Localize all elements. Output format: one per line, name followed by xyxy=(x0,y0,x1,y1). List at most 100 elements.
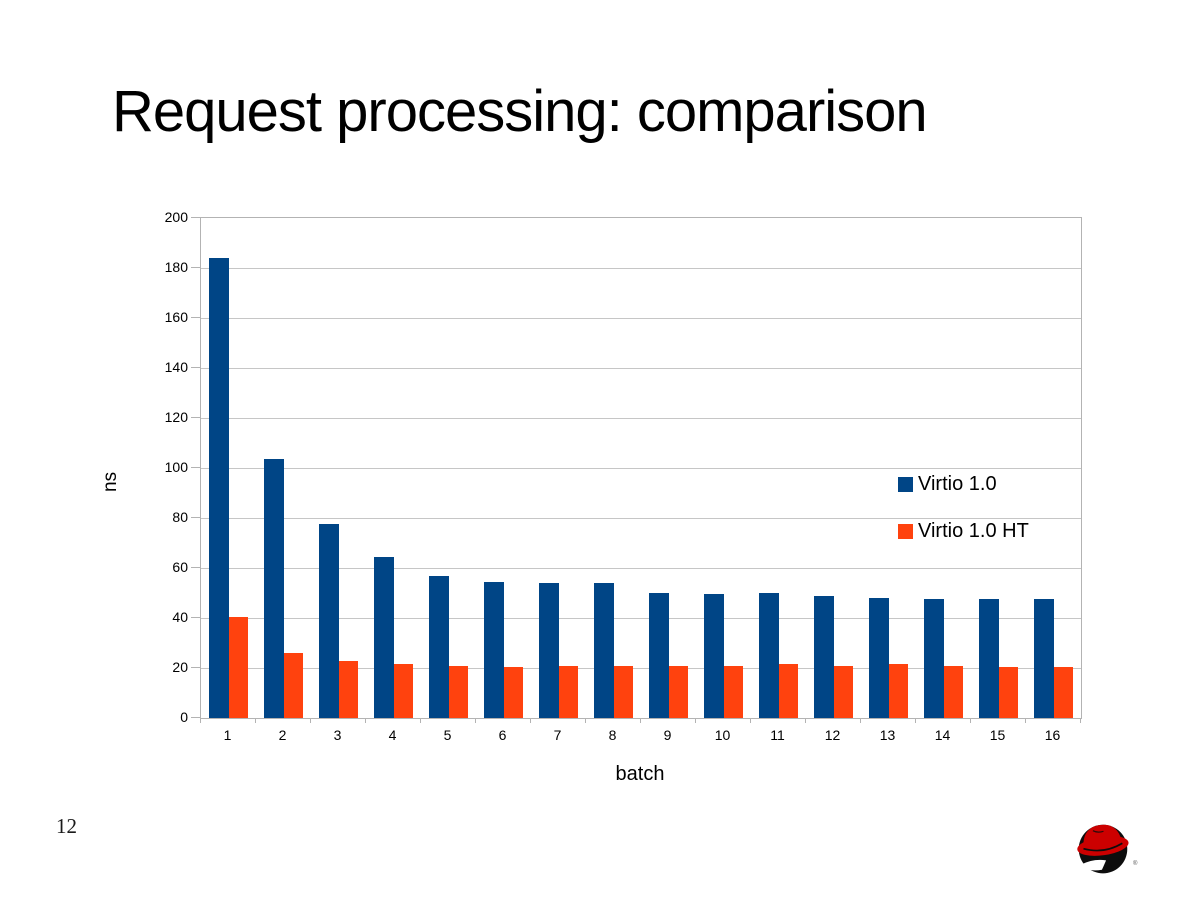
x-tick-label-9: 9 xyxy=(663,727,672,743)
bar-series2-batch-12 xyxy=(833,665,853,718)
x-tick-11 xyxy=(805,718,806,723)
x-tick-label-13: 13 xyxy=(879,727,896,743)
x-tick-label-3: 3 xyxy=(333,727,342,743)
x-tick-10 xyxy=(750,718,751,723)
x-axis-title: batch xyxy=(615,763,665,785)
legend-item-virtio10: Virtio 1.0 xyxy=(898,473,1029,495)
slide-title: Request processing: comparison xyxy=(112,79,928,144)
bar-series2-batch-4 xyxy=(393,664,413,718)
y-tick-80 xyxy=(191,517,200,518)
bar-series1-batch-16 xyxy=(1034,599,1054,718)
bar-series2-batch-7 xyxy=(558,665,578,718)
gridline-y-60 xyxy=(201,568,1081,569)
x-tick-14 xyxy=(970,718,971,723)
bar-series1-batch-10 xyxy=(704,594,724,718)
y-tick-label-200: 200 xyxy=(164,209,188,225)
gridline-y-180 xyxy=(201,268,1081,269)
y-tick-60 xyxy=(191,567,200,568)
y-tick-120 xyxy=(191,417,200,418)
x-tick-3 xyxy=(365,718,366,723)
bar-series1-batch-8 xyxy=(594,583,614,718)
y-tick-100 xyxy=(191,467,200,468)
y-tick-160 xyxy=(191,317,200,318)
x-tick-4 xyxy=(420,718,421,723)
bar-series1-batch-11 xyxy=(759,593,779,718)
y-tick-140 xyxy=(191,367,200,368)
bar-series2-batch-9 xyxy=(668,665,688,718)
bar-series2-batch-11 xyxy=(778,664,798,718)
y-tick-label-60: 60 xyxy=(172,559,188,575)
x-tick-6 xyxy=(530,718,531,723)
x-tick-label-5: 5 xyxy=(443,727,452,743)
y-tick-label-180: 180 xyxy=(164,259,188,275)
bar-series1-batch-5 xyxy=(429,575,449,718)
y-tick-label-20: 20 xyxy=(172,659,188,675)
x-tick-label-16: 16 xyxy=(1044,727,1061,743)
y-tick-40 xyxy=(191,617,200,618)
page-number: 12 xyxy=(56,814,77,838)
gridline-y-120 xyxy=(201,418,1081,419)
bar-series1-batch-7 xyxy=(539,583,559,718)
x-tick-12 xyxy=(860,718,861,723)
registered-mark: ® xyxy=(1133,861,1138,867)
x-tick-5 xyxy=(475,718,476,723)
bar-series1-batch-15 xyxy=(979,599,999,718)
bar-series2-batch-14 xyxy=(943,665,963,718)
bar-series2-batch-10 xyxy=(723,665,743,718)
y-tick-label-80: 80 xyxy=(172,509,188,525)
x-tick-2 xyxy=(310,718,311,723)
x-tick-9 xyxy=(695,718,696,723)
x-tick-0 xyxy=(200,718,201,723)
bar-series1-batch-9 xyxy=(649,593,669,718)
y-tick-0 xyxy=(191,717,200,718)
y-tick-label-160: 160 xyxy=(164,309,188,325)
bar-series2-batch-8 xyxy=(613,665,633,718)
x-tick-1 xyxy=(255,718,256,723)
bar-series1-batch-13 xyxy=(869,598,889,718)
bar-series1-batch-1 xyxy=(209,258,229,718)
x-tick-label-11: 11 xyxy=(770,727,785,743)
bar-series1-batch-4 xyxy=(374,556,394,718)
legend-swatch-icon xyxy=(898,477,913,492)
y-tick-label-40: 40 xyxy=(172,609,188,625)
bar-series2-batch-6 xyxy=(503,666,523,718)
x-tick-label-4: 4 xyxy=(388,727,397,743)
y-tick-label-100: 100 xyxy=(164,459,188,475)
x-tick-label-7: 7 xyxy=(553,727,562,743)
bar-series2-batch-3 xyxy=(338,660,358,718)
bar-series1-batch-14 xyxy=(924,599,944,718)
x-tick-13 xyxy=(915,718,916,723)
bar-series2-batch-5 xyxy=(448,665,468,718)
x-tick-15 xyxy=(1025,718,1026,723)
bar-series2-batch-13 xyxy=(888,664,908,718)
x-tick-label-15: 15 xyxy=(989,727,1006,743)
y-tick-180 xyxy=(191,267,200,268)
bar-series2-batch-15 xyxy=(998,666,1018,718)
bar-series2-batch-2 xyxy=(283,653,303,718)
bar-series1-batch-3 xyxy=(319,524,339,718)
y-tick-label-0: 0 xyxy=(180,709,188,725)
gridline-y-40 xyxy=(201,618,1081,619)
chart-legend: Virtio 1.0 Virtio 1.0 HT xyxy=(898,473,1029,542)
x-tick-label-1: 1 xyxy=(223,727,232,743)
bar-series1-batch-2 xyxy=(264,459,284,718)
gridline-y-20 xyxy=(201,668,1081,669)
gridline-y-80 xyxy=(201,518,1081,519)
chart-plot-area xyxy=(200,217,1082,719)
bar-series1-batch-12 xyxy=(814,595,834,718)
legend-swatch-icon xyxy=(898,524,913,539)
legend-label: Virtio 1.0 xyxy=(918,473,997,495)
x-tick-label-8: 8 xyxy=(608,727,617,743)
x-tick-label-6: 6 xyxy=(498,727,507,743)
x-tick-label-10: 10 xyxy=(714,727,731,743)
bar-series1-batch-6 xyxy=(484,581,504,718)
x-tick-16 xyxy=(1080,718,1081,723)
legend-label: Virtio 1.0 HT xyxy=(918,520,1029,542)
y-tick-200 xyxy=(191,217,200,218)
y-tick-20 xyxy=(191,667,200,668)
x-tick-label-12: 12 xyxy=(824,727,841,743)
y-tick-label-120: 120 xyxy=(164,409,188,425)
x-tick-8 xyxy=(640,718,641,723)
y-axis-title: ns xyxy=(100,471,121,492)
